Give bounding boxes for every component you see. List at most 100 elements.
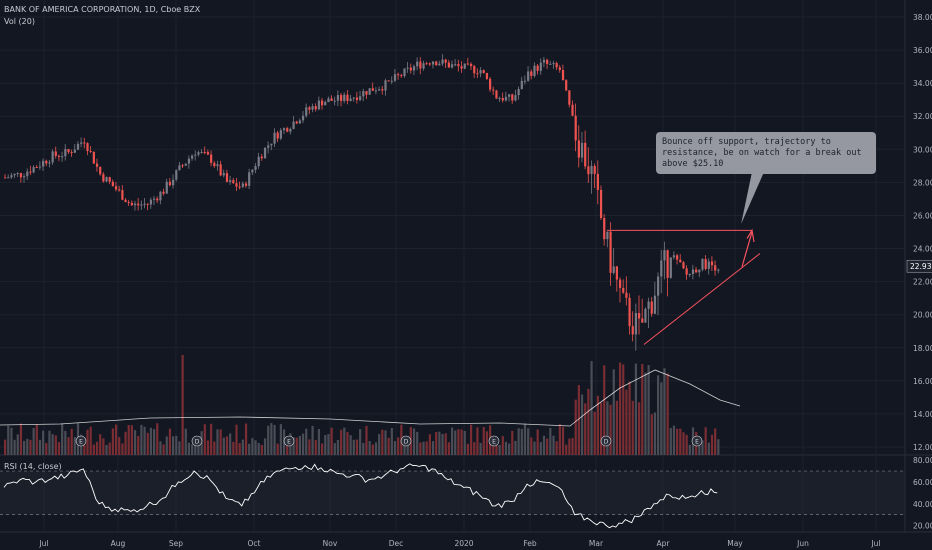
- candle-body: [314, 106, 317, 110]
- candle-body: [343, 94, 346, 102]
- volume-bar: [428, 434, 431, 455]
- candle-body: [229, 180, 232, 182]
- candle-body: [666, 250, 669, 278]
- volume-bar: [238, 443, 241, 455]
- volume-bar: [508, 443, 511, 455]
- candle-body: [156, 198, 159, 201]
- candle-body: [45, 160, 48, 164]
- candle-body: [438, 63, 441, 66]
- candle-body: [311, 106, 314, 110]
- volume-bar: [244, 423, 248, 455]
- candle-body: [114, 186, 118, 190]
- candle-body: [669, 257, 672, 278]
- price-tick-label: 34.00: [913, 79, 932, 88]
- candle-body: [508, 94, 511, 97]
- volume-bar: [197, 439, 200, 455]
- volume-bar: [485, 431, 489, 455]
- volume-bar: [286, 437, 289, 455]
- candle-body: [479, 70, 482, 74]
- candle-body: [533, 65, 536, 76]
- candle-body: [276, 132, 279, 139]
- price-tick-label: 12.00: [913, 443, 932, 452]
- volume-bar: [657, 375, 660, 455]
- volume-bar: [466, 443, 470, 455]
- volume-bar: [124, 431, 127, 455]
- candle-body: [210, 154, 213, 163]
- last-price-box: [906, 259, 932, 273]
- price-tick-label: 30.00: [913, 145, 932, 154]
- candle-body: [273, 132, 276, 144]
- volume-bar: [267, 425, 270, 455]
- volume-bar: [32, 427, 35, 455]
- candle-body: [473, 66, 476, 74]
- candle-body: [29, 171, 32, 173]
- candle-body: [511, 94, 514, 101]
- candle-body: [295, 121, 298, 124]
- candle-body: [612, 266, 615, 273]
- volume-bar: [511, 430, 514, 455]
- volume-bar: [590, 361, 593, 455]
- volume-bar: [29, 439, 32, 455]
- trend-lines: [607, 228, 761, 345]
- volume-bar: [172, 436, 175, 455]
- volume-bar: [596, 395, 599, 455]
- candle-body: [35, 167, 38, 169]
- event-marker-label: D: [604, 439, 609, 446]
- candle-body: [546, 59, 549, 64]
- candle-body: [149, 199, 153, 205]
- candle-body: [701, 259, 704, 270]
- volume-bar: [181, 355, 184, 455]
- candle-body: [95, 163, 99, 167]
- volume-bar: [292, 437, 295, 455]
- volume-bar: [536, 429, 539, 455]
- volume-bar: [133, 430, 137, 455]
- volume-bar: [422, 441, 425, 455]
- volume-bar: [70, 428, 73, 455]
- candle-body: [447, 62, 450, 68]
- candle-body: [444, 59, 447, 63]
- volume-bar: [393, 441, 397, 455]
- price-tick-label: 38.00: [913, 13, 932, 22]
- volume-bar: [618, 362, 622, 455]
- volume-bar: [457, 429, 460, 455]
- volume-bar: [321, 443, 324, 455]
- candle-body: [146, 203, 149, 205]
- candle-body: [222, 173, 225, 176]
- candle-body: [340, 95, 343, 102]
- candle-body: [489, 78, 492, 90]
- volume-bar: [441, 433, 444, 455]
- volume-bar: [669, 428, 672, 455]
- volume-bar: [248, 443, 251, 455]
- candle-body: [213, 162, 216, 167]
- volume-bar: [89, 426, 92, 455]
- event-marker-label: E: [287, 439, 291, 446]
- volume-bar: [359, 429, 362, 455]
- event-marker: [600, 435, 612, 447]
- candle-body: [704, 259, 707, 269]
- volume-bar: [381, 429, 384, 455]
- volume-bar: [57, 442, 61, 455]
- volume-bar: [241, 439, 244, 455]
- price-tick-label: 18.00: [913, 344, 932, 353]
- volume-bar: [175, 435, 178, 455]
- candle-body: [406, 67, 409, 69]
- volume-bar: [178, 441, 181, 455]
- volume-bar: [26, 438, 29, 455]
- volume-bar: [580, 394, 584, 455]
- volume-bar: [431, 441, 435, 455]
- price-tick-label: 36.00: [913, 46, 932, 55]
- rsi-label: RSI (14, close): [4, 462, 62, 471]
- annotation-callout[interactable]: Bounce off support, trajectory to resist…: [656, 132, 876, 174]
- candle-body: [346, 94, 349, 101]
- candle-body: [64, 149, 67, 157]
- candle-body: [152, 198, 156, 200]
- time-tick-label: Mar: [589, 539, 604, 548]
- candle-body: [324, 102, 327, 106]
- volume-bar: [232, 441, 235, 455]
- candle-body: [384, 80, 387, 91]
- candle-body: [232, 180, 235, 184]
- candle-body: [10, 175, 13, 178]
- candle-body: [282, 128, 286, 131]
- candle-body: [267, 145, 270, 148]
